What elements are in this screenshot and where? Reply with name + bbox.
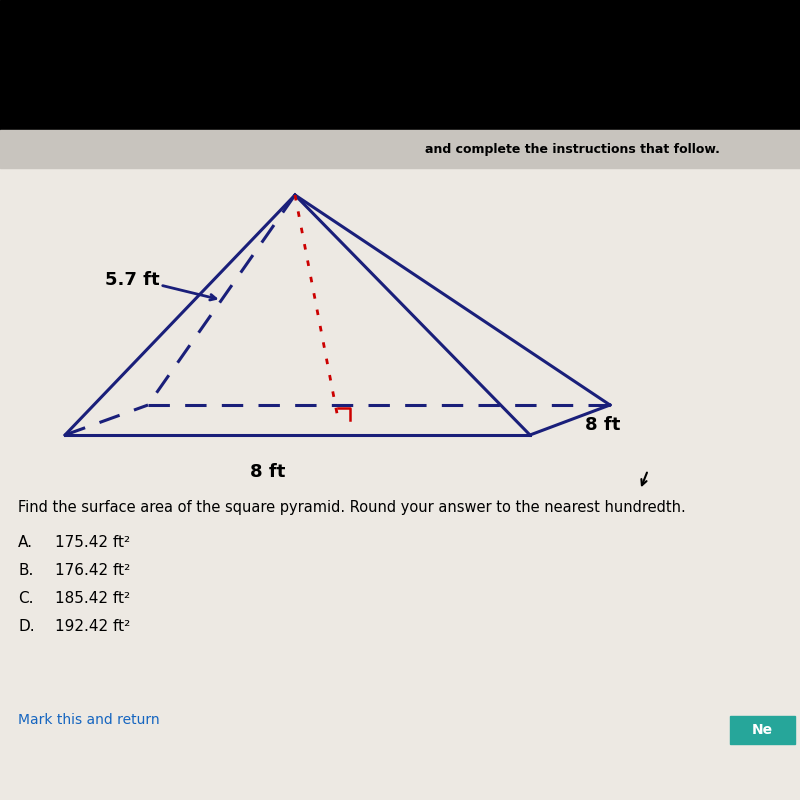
Bar — [0, 130, 800, 168]
Bar — [730, 716, 795, 744]
Text: D.: D. — [18, 619, 34, 634]
Bar — [0, 0, 800, 130]
Text: 8 ft: 8 ft — [250, 463, 285, 481]
Text: B.: B. — [18, 563, 34, 578]
Text: Mark this and return: Mark this and return — [18, 713, 160, 727]
Text: and complete the instructions that follow.: and complete the instructions that follo… — [425, 142, 720, 155]
Text: 8 ft: 8 ft — [585, 416, 620, 434]
Text: Find the surface area of the square pyramid. Round your answer to the nearest hu: Find the surface area of the square pyra… — [18, 500, 686, 515]
Text: C.: C. — [18, 591, 34, 606]
Text: Ne: Ne — [752, 723, 773, 737]
Text: 192.42 ft²: 192.42 ft² — [55, 619, 130, 634]
Text: 185.42 ft²: 185.42 ft² — [55, 591, 130, 606]
Text: 175.42 ft²: 175.42 ft² — [55, 535, 130, 550]
Text: A.: A. — [18, 535, 33, 550]
Text: 176.42 ft²: 176.42 ft² — [55, 563, 130, 578]
Text: 5.7 ft: 5.7 ft — [105, 271, 160, 289]
